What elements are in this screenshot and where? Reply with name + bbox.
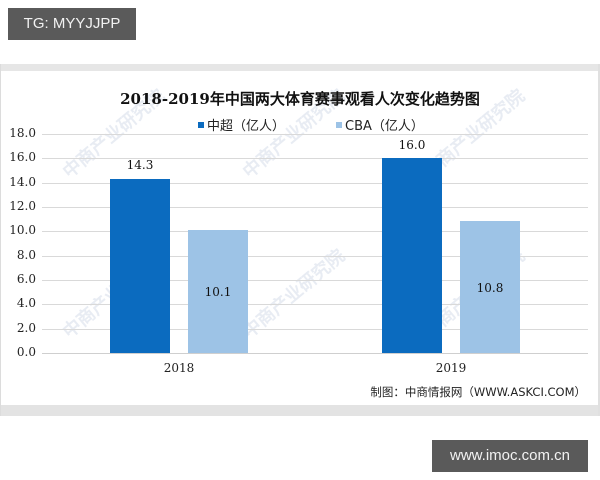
y-tick-label: 18.0: [9, 126, 36, 140]
y-tick-label: 12.0: [9, 199, 36, 213]
legend-item-csl: 中超（亿人）: [198, 115, 285, 134]
y-tick-label: 4.0: [16, 296, 36, 310]
legend-swatch-icon: [336, 121, 342, 128]
x-tick-label: 2019: [435, 361, 467, 375]
gridline: [42, 158, 588, 159]
y-tick-label: 10.0: [9, 223, 36, 237]
frame-top-border: [0, 64, 600, 71]
source-note: 制图：中商情报网（WWW.ASKCI.COM）: [370, 385, 586, 399]
x-axis-line: [42, 353, 588, 354]
legend-label: CBA（亿人）: [345, 119, 424, 134]
y-tick-label: 2.0: [16, 321, 36, 335]
bar-value-label: 16.0: [398, 138, 426, 152]
gridline: [42, 280, 588, 281]
bar-csl-2019: [382, 158, 442, 353]
tg-tag: TG: MYYJJPP: [8, 8, 136, 40]
legend-swatch-icon: [198, 121, 204, 128]
gridline: [42, 256, 588, 257]
frame-bottom-border: [0, 405, 600, 416]
bar-cba-2018: [188, 230, 248, 353]
y-tick-label: 16.0: [9, 150, 36, 164]
y-tick-label: 0.0: [16, 345, 36, 359]
y-tick-label: 14.0: [9, 175, 36, 189]
bar-cba-2019: [460, 221, 520, 353]
frame-right-border: [598, 64, 600, 416]
gridline: [42, 207, 588, 208]
gridline: [42, 183, 588, 184]
legend: 中超（亿人） CBA（亿人）: [0, 115, 600, 134]
gridline: [42, 134, 588, 135]
x-tick-label: 2018: [163, 361, 195, 375]
bar-value-label: 10.8: [476, 281, 504, 295]
bar-csl-2018: [110, 179, 170, 353]
chart-title: 2018-2019年中国两大体育赛事观看人次变化趋势图: [120, 90, 480, 108]
frame-left-border: [0, 64, 1, 416]
legend-item-cba: CBA（亿人）: [336, 115, 424, 134]
site-url-tag: www.imoc.com.cn: [432, 440, 588, 472]
bar-value-label: 10.1: [204, 285, 232, 299]
y-tick-label: 6.0: [16, 272, 36, 286]
bar-value-label: 14.3: [126, 158, 154, 172]
legend-label: 中超（亿人）: [207, 119, 286, 134]
y-tick-label: 8.0: [16, 248, 36, 262]
gridline: [42, 304, 588, 305]
gridline: [42, 231, 588, 232]
gridline: [42, 329, 588, 330]
